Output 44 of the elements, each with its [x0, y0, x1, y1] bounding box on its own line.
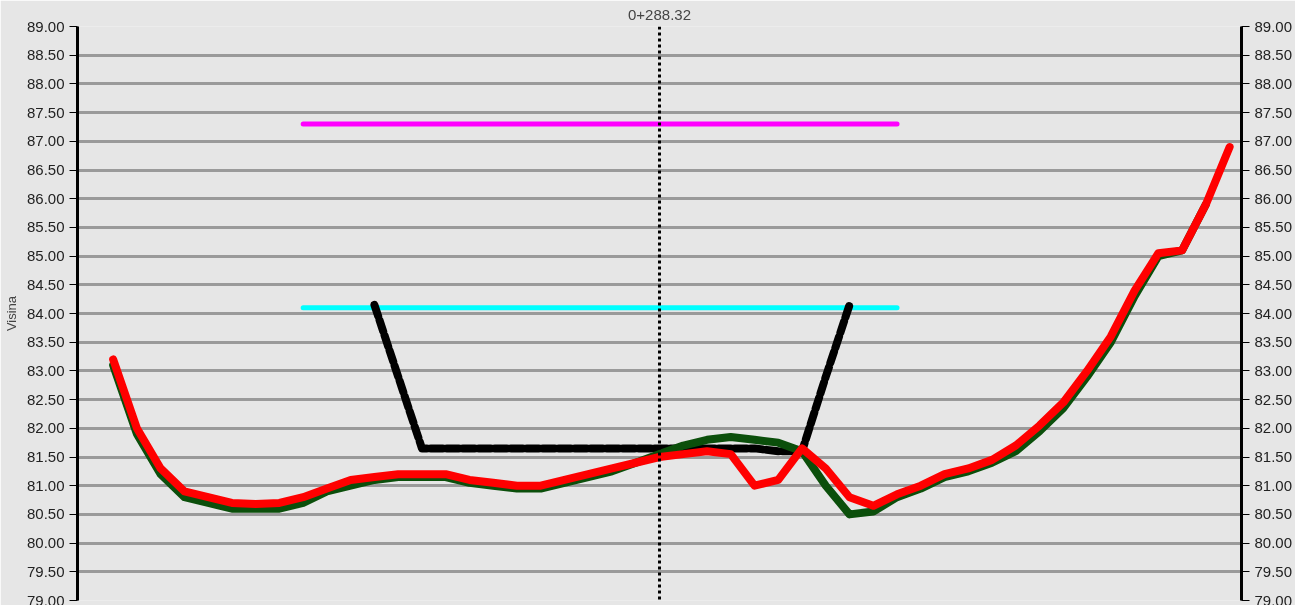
- y-tick-label: 86.50: [26, 161, 65, 178]
- y2-tick-label: 81.00: [1254, 476, 1293, 494]
- y2-tick-label: 86.50: [1254, 161, 1293, 178]
- y-tick-label: 84.00: [26, 304, 65, 322]
- y-tick-label: 85.00: [26, 247, 65, 265]
- y-tick-label: 82.00: [26, 419, 65, 437]
- y-tick-label: 84.50: [26, 275, 65, 293]
- y2-tick-label: 82.00: [1254, 419, 1293, 437]
- y-tick-label: 81.00: [26, 476, 65, 494]
- y-tick-label: 83.00: [26, 361, 65, 379]
- y2-tick-label: 86.00: [1254, 189, 1293, 207]
- y-tick-label: 79.00: [26, 591, 65, 609]
- y-tick-label: 87.50: [26, 103, 65, 121]
- chart-title: 0+288.32: [628, 5, 691, 23]
- y-axis-title: Visina: [3, 295, 19, 332]
- y2-tick-label: 88.00: [1254, 74, 1293, 92]
- y2-tick-label: 83.00: [1254, 361, 1293, 379]
- y2-tick-label: 79.00: [1254, 591, 1293, 609]
- y2-tick-label: 79.50: [1254, 562, 1293, 580]
- y2-tick-label: 87.00: [1254, 132, 1293, 150]
- y2-tick-label: 80.50: [1254, 505, 1293, 523]
- y-tick-label: 80.00: [26, 534, 65, 552]
- y-tick-label: 83.50: [26, 333, 65, 351]
- y2-tick-label: 85.00: [1254, 247, 1293, 265]
- y2-tick-label: 88.50: [1254, 46, 1293, 64]
- y2-tick-label: 89.00: [1254, 17, 1293, 35]
- y-tick-label: 79.50: [26, 562, 65, 580]
- y2-tick-label: 80.00: [1254, 534, 1293, 552]
- y-tick-label: 80.50: [26, 505, 65, 523]
- y-tick-label: 88.00: [26, 74, 65, 92]
- y-tick-label: 81.50: [26, 448, 65, 465]
- y-tick-label: 88.50: [26, 46, 65, 64]
- y2-tick-label: 82.50: [1254, 390, 1293, 408]
- y-tick-label: 85.50: [26, 218, 65, 236]
- y2-tick-label: 85.50: [1254, 218, 1293, 236]
- y-tick-label: 87.00: [26, 132, 65, 150]
- y2-tick-label: 84.50: [1254, 275, 1293, 293]
- y-tick-label: 86.00: [26, 189, 65, 207]
- y2-tick-label: 81.50: [1254, 448, 1293, 465]
- y2-tick-label: 84.00: [1254, 304, 1293, 322]
- y-tick-label: 89.00: [26, 17, 65, 35]
- y2-tick-label: 83.50: [1254, 333, 1293, 351]
- y-tick-label: 82.50: [26, 390, 65, 408]
- y2-tick-label: 87.50: [1254, 103, 1293, 121]
